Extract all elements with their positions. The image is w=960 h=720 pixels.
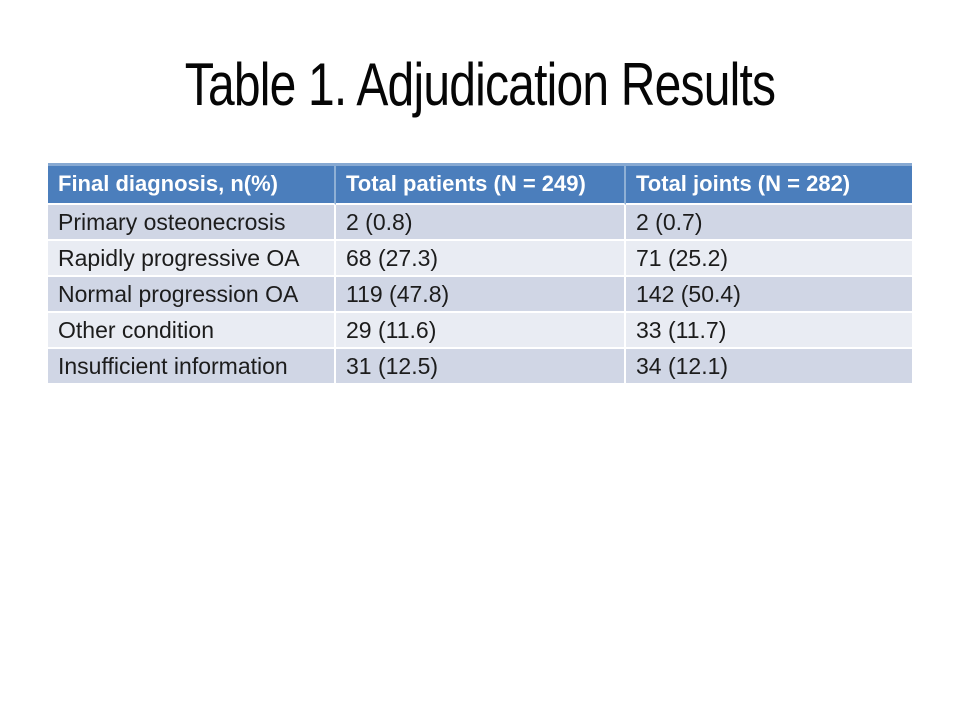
table-row: Insufficient information 31 (12.5) 34 (1… — [48, 349, 912, 385]
column-header-total-joints: Total joints (N = 282) — [626, 166, 912, 205]
cell-joints: 2 (0.7) — [626, 205, 912, 241]
table-row: Rapidly progressive OA 68 (27.3) 71 (25.… — [48, 241, 912, 277]
table-header: Final diagnosis, n(%) Total patients (N … — [48, 166, 912, 205]
adjudication-table: Final diagnosis, n(%) Total patients (N … — [48, 163, 912, 385]
cell-patients: 31 (12.5) — [336, 349, 626, 385]
cell-diagnosis: Primary osteonecrosis — [48, 205, 336, 241]
cell-patients: 119 (47.8) — [336, 277, 626, 313]
table-body: Primary osteonecrosis 2 (0.8) 2 (0.7) Ra… — [48, 205, 912, 385]
cell-patients: 2 (0.8) — [336, 205, 626, 241]
table-row: Normal progression OA 119 (47.8) 142 (50… — [48, 277, 912, 313]
slide-title: Table 1. Adjudication Results — [184, 51, 776, 118]
table-header-row: Final diagnosis, n(%) Total patients (N … — [48, 166, 912, 205]
cell-diagnosis: Rapidly progressive OA — [48, 241, 336, 277]
table-row: Other condition 29 (11.6) 33 (11.7) — [48, 313, 912, 349]
table-row: Primary osteonecrosis 2 (0.8) 2 (0.7) — [48, 205, 912, 241]
cell-diagnosis: Other condition — [48, 313, 336, 349]
cell-patients: 68 (27.3) — [336, 241, 626, 277]
cell-patients: 29 (11.6) — [336, 313, 626, 349]
cell-diagnosis: Insufficient information — [48, 349, 336, 385]
cell-joints: 142 (50.4) — [626, 277, 912, 313]
column-header-total-patients: Total patients (N = 249) — [336, 166, 626, 205]
cell-joints: 34 (12.1) — [626, 349, 912, 385]
cell-diagnosis: Normal progression OA — [48, 277, 336, 313]
column-header-final-diagnosis: Final diagnosis, n(%) — [48, 166, 336, 205]
cell-joints: 71 (25.2) — [626, 241, 912, 277]
cell-joints: 33 (11.7) — [626, 313, 912, 349]
